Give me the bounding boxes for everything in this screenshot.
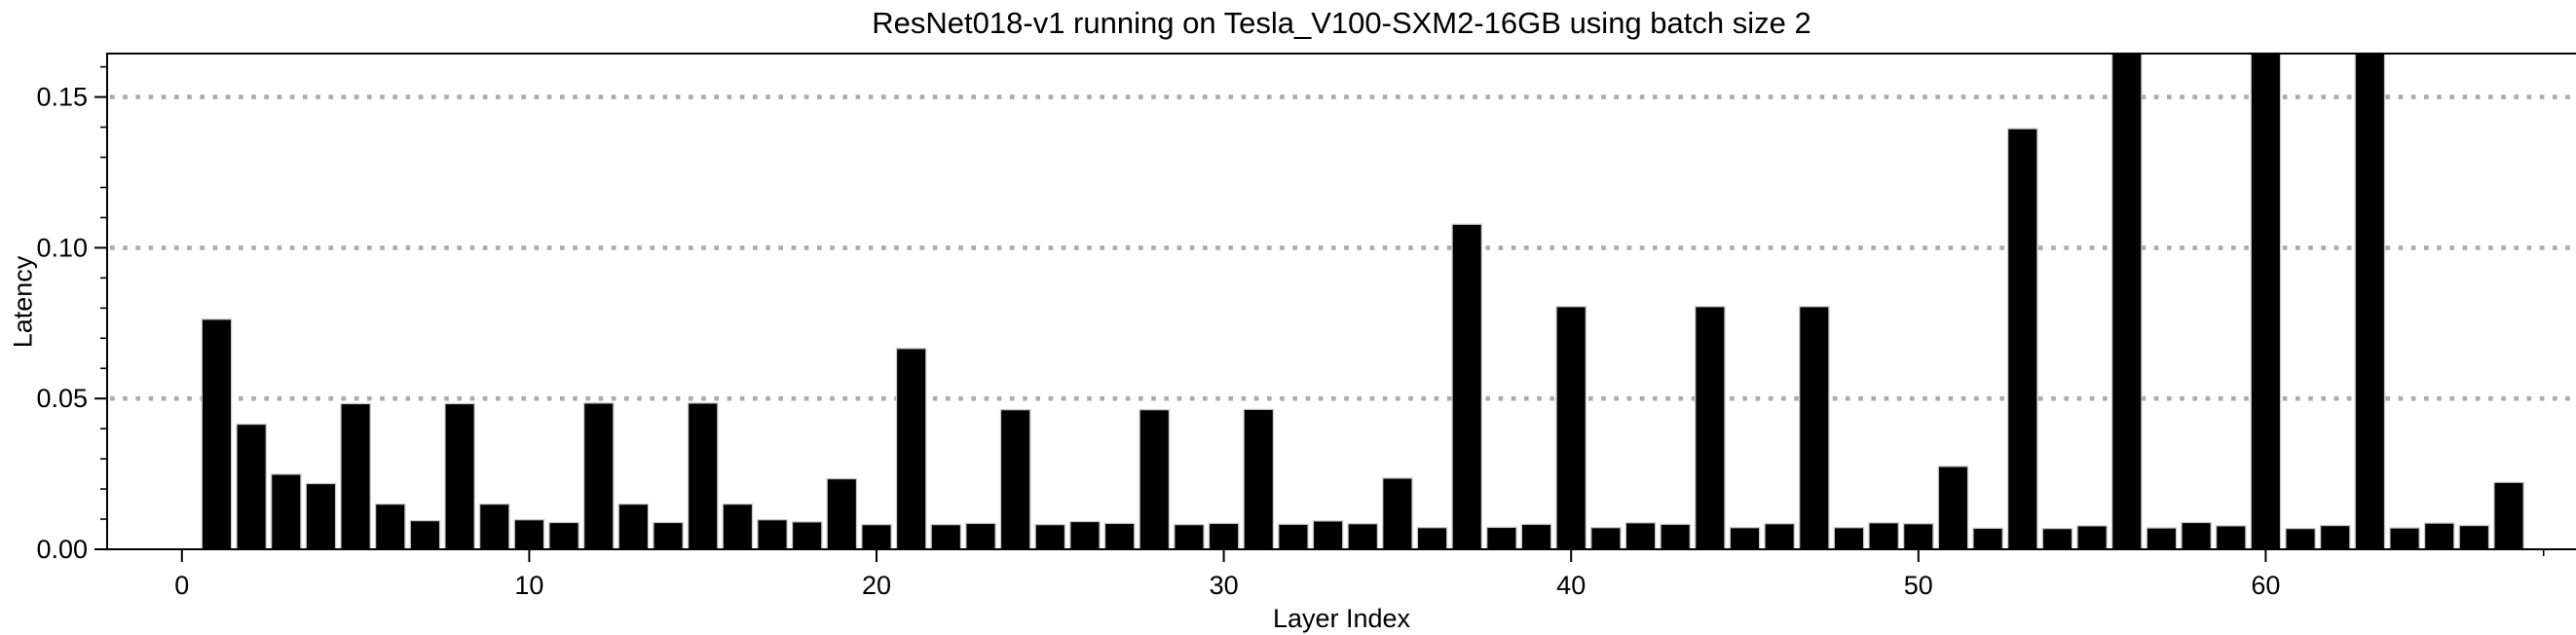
x-tick-label-10: 10 (514, 571, 543, 600)
bar-layer-5 (340, 402, 371, 550)
bar-layer-35 (1382, 477, 1413, 550)
bar-layer-49 (1868, 522, 1899, 550)
bar-layer-14 (653, 521, 684, 550)
x-tick-label-50: 50 (1904, 571, 1933, 600)
bar-layer-59 (2215, 525, 2247, 550)
bar-layer-32 (1278, 523, 1309, 550)
bar-layer-24 (999, 409, 1031, 550)
x-tick-label-20: 20 (862, 571, 891, 600)
bar-layer-29 (1174, 523, 1205, 550)
bar-layer-65 (2423, 522, 2455, 550)
bar-layer-27 (1103, 522, 1136, 550)
bar-layer-47 (1799, 306, 1830, 550)
bar-layer-26 (1069, 520, 1101, 550)
bar-layer-46 (1764, 523, 1795, 550)
bar-layer-53 (2006, 128, 2038, 550)
bar-layer-37 (1451, 223, 1483, 550)
bar-layer-58 (2181, 521, 2212, 550)
x-tick-label-0: 0 (174, 571, 189, 600)
y-tick-label-0.00: 0.00 (36, 535, 88, 564)
bar-layer-31 (1243, 408, 1275, 550)
bar-layer-45 (1729, 527, 1761, 550)
bar-layer-63 (2354, 53, 2386, 550)
x-tick-label-40: 40 (1556, 571, 1586, 600)
bar-layer-21 (895, 348, 927, 550)
bar-layer-6 (374, 503, 406, 550)
bar-layer-36 (1416, 527, 1448, 550)
x-tick-label-60: 60 (2251, 571, 2280, 600)
bar-layer-66 (2458, 524, 2490, 550)
bar-layer-55 (2076, 525, 2108, 550)
bar-layer-3 (270, 473, 302, 550)
bar-layer-11 (548, 521, 579, 550)
chart-title: ResNet018-v1 running on Tesla_V100-SXM2-… (872, 6, 1811, 40)
bar-layer-38 (1486, 526, 1517, 550)
bar-layer-41 (1590, 527, 1622, 550)
bar-layer-67 (2493, 481, 2524, 550)
bar-layer-9 (478, 503, 510, 550)
bar-layer-62 (2319, 524, 2351, 550)
x-tick-label-30: 30 (1210, 571, 1239, 600)
bar-layer-28 (1139, 409, 1171, 550)
y-tick-label-0.10: 0.10 (36, 233, 88, 262)
bar-layer-1 (201, 318, 233, 550)
bar-layer-64 (2389, 527, 2420, 550)
bar-layer-52 (1972, 527, 2003, 550)
bar-layer-61 (2285, 527, 2316, 550)
bar-layer-22 (930, 523, 962, 550)
bar-layer-15 (687, 402, 719, 550)
bar-layer-4 (305, 482, 337, 550)
bar-layer-40 (1555, 306, 1587, 550)
y-tick-label-0.15: 0.15 (36, 83, 88, 112)
bar-layer-54 (2041, 527, 2073, 550)
bar-layer-51 (1937, 466, 1969, 550)
bar-layer-10 (513, 519, 545, 550)
bar-layer-60 (2250, 53, 2282, 550)
bar-layer-17 (757, 519, 788, 550)
bar-layer-20 (861, 523, 892, 550)
bar-layer-16 (722, 503, 754, 550)
bar-layer-44 (1695, 306, 1726, 550)
x-axis-label: Layer Index (1272, 604, 1411, 633)
y-tick-label-0.05: 0.05 (36, 384, 88, 413)
bar-layer-30 (1208, 522, 1240, 550)
bar-layer-57 (2146, 527, 2178, 550)
bar-layer-25 (1034, 523, 1066, 550)
bar-layer-23 (965, 522, 996, 550)
bar-layer-18 (791, 521, 823, 550)
bar-layer-34 (1347, 523, 1379, 550)
bar-layer-42 (1624, 522, 1657, 550)
bar-layer-33 (1312, 520, 1344, 550)
bar-layer-8 (444, 402, 475, 550)
bar-layer-48 (1833, 527, 1865, 550)
bar-layer-19 (826, 477, 858, 550)
bar-layer-50 (1903, 523, 1934, 550)
bar-layer-13 (617, 503, 650, 550)
bar-layer-7 (409, 519, 441, 550)
bar-layer-43 (1660, 523, 1691, 550)
bar-layer-2 (236, 423, 267, 550)
bar-layer-39 (1520, 523, 1552, 550)
bar-layer-12 (582, 402, 615, 550)
bar-layer-56 (2110, 53, 2143, 550)
